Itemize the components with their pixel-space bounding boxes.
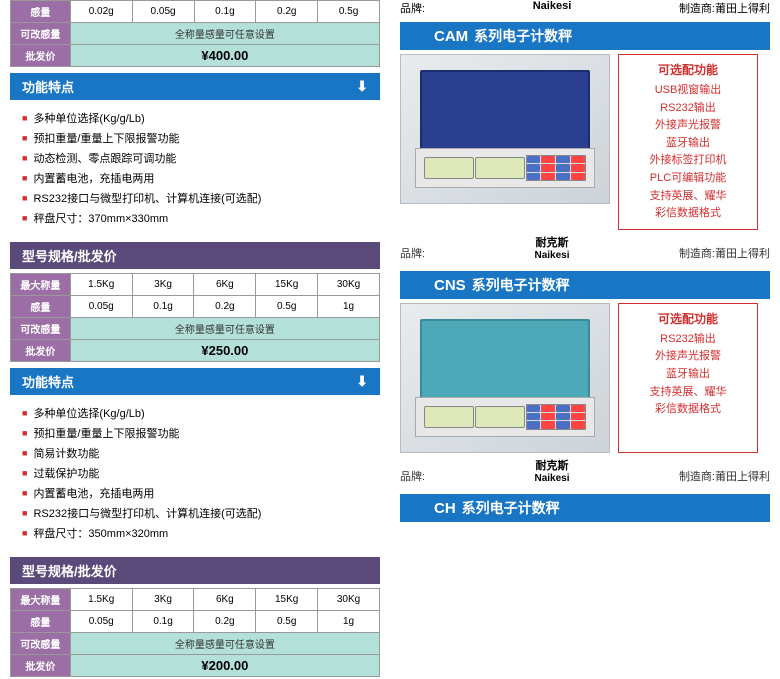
options-box-cam: 可选配功能 USB视窗输出RS232输出外接声光报警蓝牙输出外接标签打印机PLC… bbox=[618, 54, 758, 230]
spec-header-1: 型号规格/批发价 bbox=[10, 242, 380, 269]
brand-row-top: 品牌: Naikesi 制造商:莆田上得利 bbox=[400, 0, 770, 16]
spec-header-2: 型号规格/批发价 bbox=[10, 557, 380, 584]
spec-table-1: 感量0.02g0.05g0.1g0.2g0.5g 可改感量全称量感量可任意设置 … bbox=[10, 0, 380, 67]
features-header-1: 功能特点⬇ bbox=[10, 73, 380, 100]
product-image-cam bbox=[400, 54, 610, 204]
arrow-down-icon: ⬇ bbox=[356, 78, 368, 95]
arrow-down-icon: ⬇ bbox=[356, 373, 368, 390]
product-cns: CNS系列电子计数秤 可选配功能 RS232输出外接声光报警蓝牙输出支持英展、耀… bbox=[400, 271, 770, 484]
spec-table-3: 最大称量1.5Kg3Kg6Kg15Kg30Kg 感量0.05g0.1g0.2g0… bbox=[10, 588, 380, 677]
features-header-2: 功能特点⬇ bbox=[10, 368, 380, 395]
product-cam: CAM系列电子计数秤 可选配功能 USB视窗输出RS232输出外接声光报警蓝牙输… bbox=[400, 22, 770, 261]
feature-list-2: 多种单位选择(Kg/g/Lb)预扣重量/重量上下限报警功能简易计数功能过载保护功… bbox=[10, 399, 380, 551]
product-image-cns bbox=[400, 303, 610, 453]
spec-table-2: 最大称量1.5Kg3Kg6Kg15Kg30Kg 感量0.05g0.1g0.2g0… bbox=[10, 273, 380, 362]
options-box-cns: 可选配功能 RS232输出外接声光报警蓝牙输出支持英展、耀华彩信数据格式 bbox=[618, 303, 758, 453]
product-ch: CH系列电子计数秤 bbox=[400, 494, 770, 522]
feature-list-1: 多种单位选择(Kg/g/Lb)预扣重量/重量上下限报警功能动态检测、零点跟踪可调… bbox=[10, 104, 380, 236]
